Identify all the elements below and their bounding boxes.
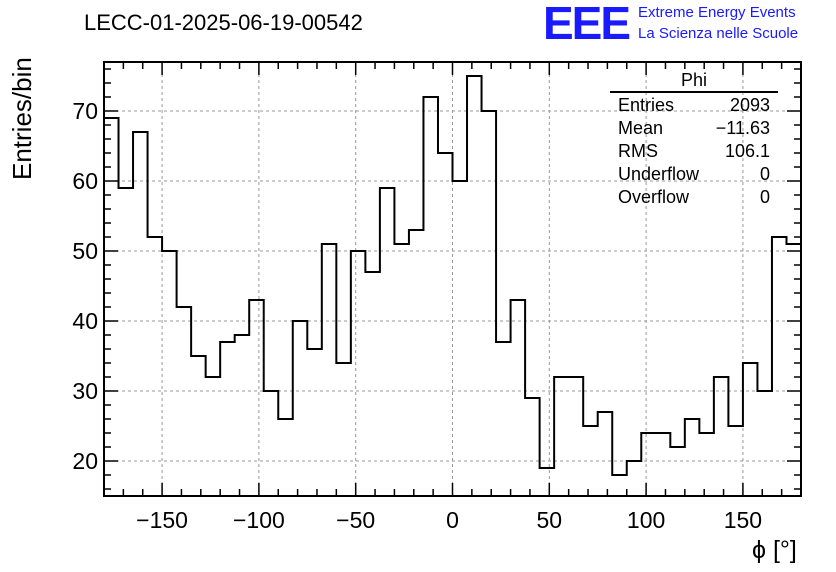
y-tick-label: 60 (72, 168, 98, 194)
x-tick-label: 0 (446, 507, 459, 533)
y-tick-label: 70 (72, 98, 98, 124)
x-axis-label: ϕ [°] (752, 536, 797, 564)
logo-line-1: Extreme Energy Events (638, 4, 796, 21)
y-tick-label: 30 (72, 378, 98, 404)
stats-value: −11.63 (715, 118, 770, 138)
stats-box: Phi Entries 2093 Mean −11.63 RMS 106.1 Unde… (610, 70, 778, 209)
x-tick-label: 100 (627, 507, 665, 533)
stats-label: Underflow (618, 164, 700, 184)
stats-row: Overflow 0 (610, 186, 778, 209)
y-tick-label: 20 (72, 448, 98, 474)
stats-value: 0 (759, 164, 770, 184)
y-tick-label: 50 (72, 238, 98, 264)
y-tick-label: 40 (72, 308, 98, 334)
stats-row: Mean −11.63 (610, 117, 778, 140)
plot-frame (103, 61, 802, 497)
histogram-series (103, 75, 802, 496)
stats-label: RMS (618, 141, 658, 161)
stats-value: 106.1 (724, 141, 770, 161)
tick-labels: −150 −100 −50 0 50 100 150 20 30 40 50 60 70 (72, 98, 762, 533)
stats-label: Overflow (618, 187, 690, 207)
stats-label: Mean (618, 118, 664, 138)
y-axis-label: Entries/bin (7, 57, 37, 180)
stats-label: Entries (618, 95, 675, 115)
logo-line-2: La Scienza nelle Scuole (638, 25, 799, 42)
stats-row: RMS 106.1 (610, 140, 778, 163)
x-tick-label: −100 (233, 507, 285, 533)
stats-row: Entries 2093 (610, 94, 778, 117)
eee-logo: EEE (543, 0, 631, 49)
stats-title: Phi (610, 70, 778, 93)
x-tick-label: −50 (336, 507, 375, 533)
stats-row: Underflow 0 (610, 163, 778, 186)
chart-title: LECC-01-2025-06-19-00542 (84, 10, 363, 35)
stats-value: 0 (759, 187, 770, 207)
x-tick-label: 50 (537, 507, 563, 533)
stats-value: 2093 (729, 95, 770, 115)
x-tick-label: −150 (136, 507, 188, 533)
x-tick-label: 150 (724, 507, 762, 533)
